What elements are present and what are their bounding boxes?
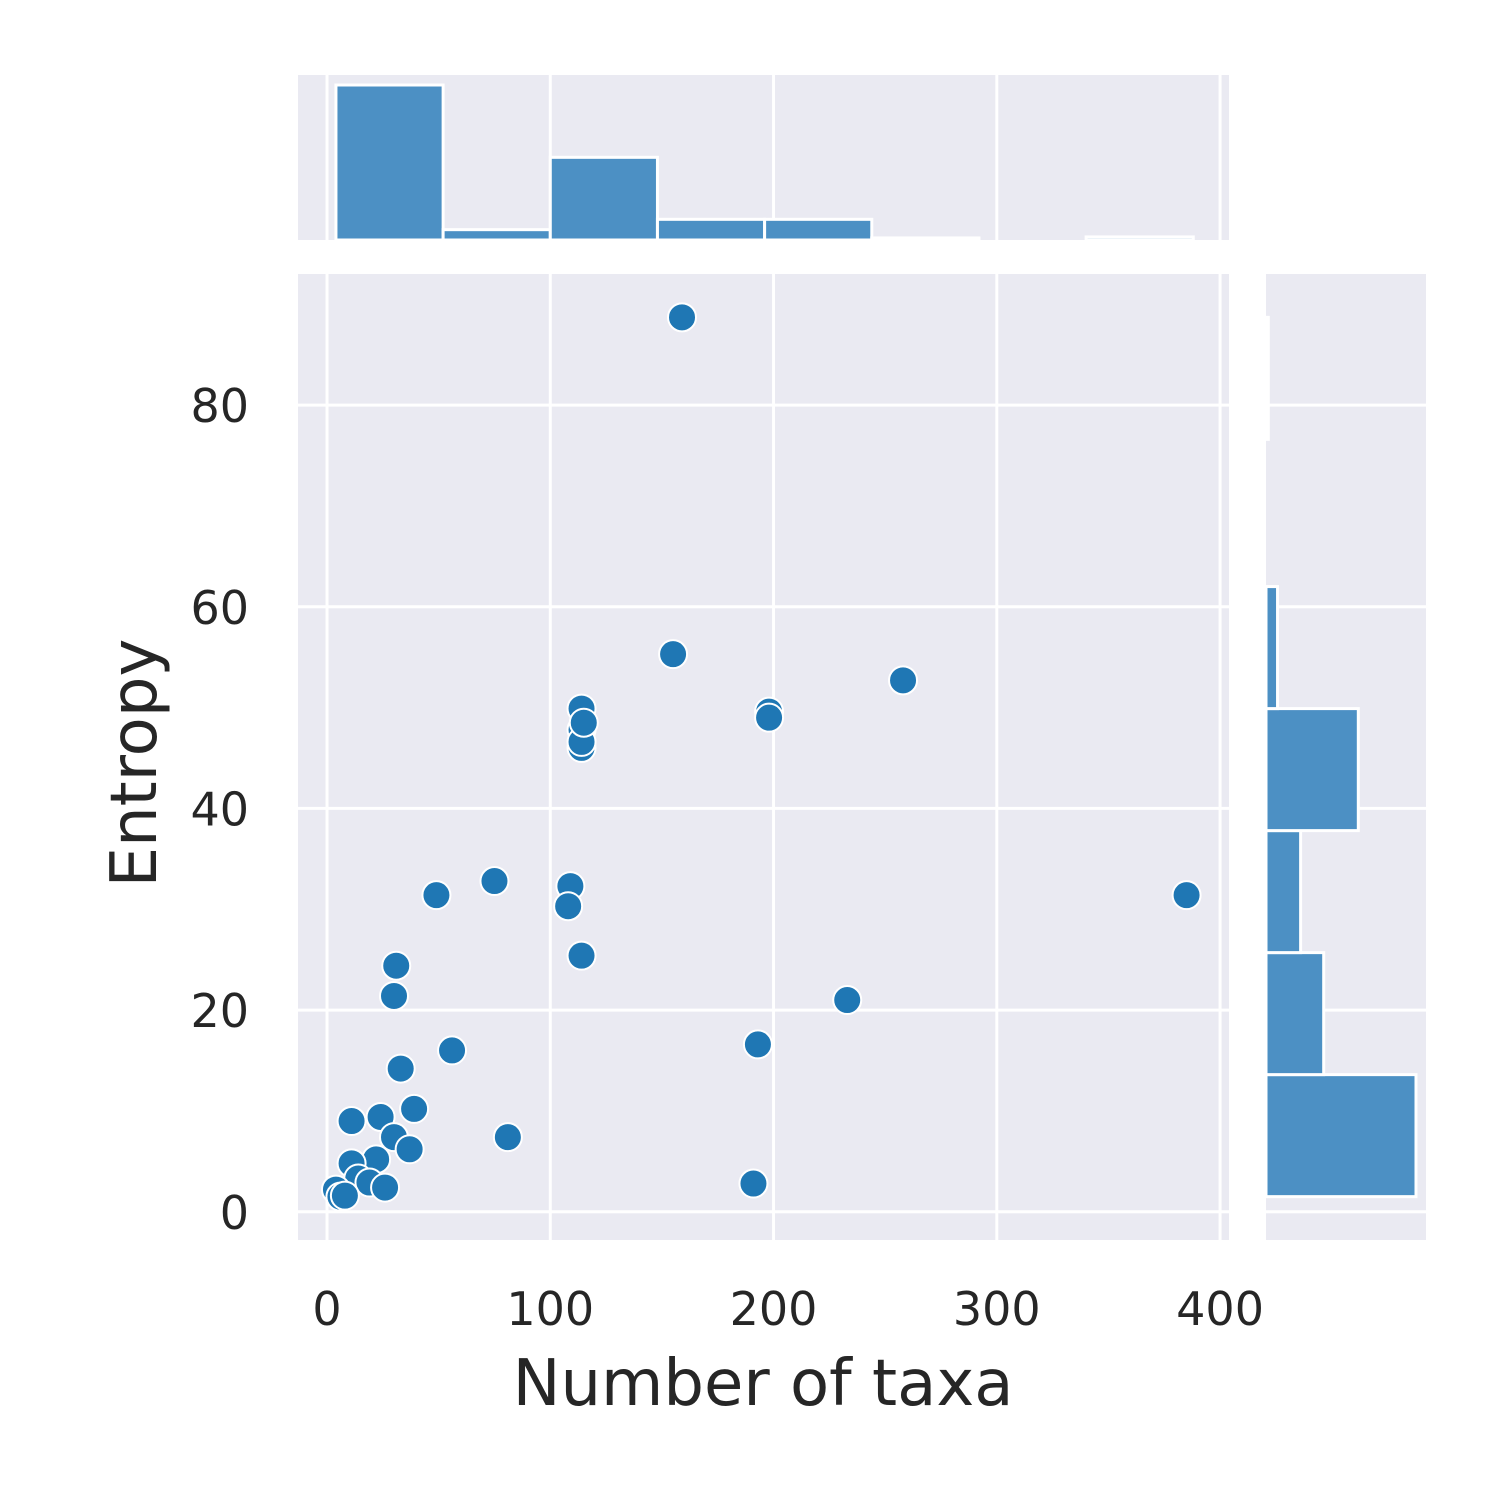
top-histogram-bar <box>870 236 981 242</box>
scatter-gridlines <box>298 274 1229 1240</box>
right-histogram-bar <box>1264 707 1360 833</box>
data-point <box>385 1053 416 1084</box>
right-histogram-bar <box>1264 1073 1418 1199</box>
y-tick-label: 60 <box>190 581 249 635</box>
top-histogram-bar <box>655 217 767 242</box>
data-point <box>566 940 597 971</box>
data-point <box>370 1172 401 1203</box>
top-histogram-panel <box>298 75 1229 240</box>
right-histogram-bar <box>1264 951 1326 1077</box>
data-point <box>832 985 863 1016</box>
data-point <box>421 880 452 911</box>
x-axis-label: Number of taxa <box>513 1347 1014 1421</box>
data-point <box>437 1035 468 1066</box>
right-histogram-bar <box>1264 315 1270 441</box>
data-point <box>492 1122 523 1153</box>
data-point <box>479 866 510 897</box>
top-histogram-bar <box>763 217 874 242</box>
x-tick-label: 400 <box>1176 1282 1264 1336</box>
data-point <box>888 665 919 696</box>
data-point <box>379 980 410 1011</box>
data-point <box>336 1106 367 1137</box>
data-point <box>329 1180 360 1211</box>
data-point <box>738 1168 769 1199</box>
data-point <box>742 1029 773 1060</box>
top-histogram-bar <box>1084 235 1195 242</box>
top-histogram-bar <box>334 83 445 242</box>
data-point <box>754 702 785 733</box>
data-point <box>658 639 689 670</box>
data-point <box>399 1093 430 1124</box>
x-tick-label: 0 <box>312 1282 341 1336</box>
y-tick-labels: 0 20 40 60 80 <box>190 379 249 1240</box>
data-point <box>553 891 584 922</box>
scatter-points <box>320 302 1202 1212</box>
x-tick-label: 300 <box>953 1282 1041 1336</box>
top-histogram-bars <box>334 83 1195 242</box>
x-tick-label: 200 <box>730 1282 818 1336</box>
right-histogram-bars <box>1264 315 1418 1199</box>
data-point <box>1171 880 1202 911</box>
x-tick-labels: 0 100 200 300 400 <box>312 1282 1264 1336</box>
y-tick-label: 80 <box>190 379 249 433</box>
right-histogram-bar <box>1264 585 1280 711</box>
y-tick-label: 40 <box>190 782 249 836</box>
y-tick-label: 20 <box>190 984 249 1038</box>
y-axis-label: Entropy <box>98 639 172 888</box>
y-tick-label: 0 <box>220 1186 249 1240</box>
data-point <box>568 707 599 738</box>
data-point <box>667 302 698 333</box>
data-point <box>381 950 412 981</box>
scatter-panel <box>298 274 1229 1240</box>
top-histogram-bar <box>441 228 552 242</box>
right-histogram-bar <box>1264 829 1303 955</box>
top-histogram-bar <box>548 155 659 242</box>
data-point <box>394 1134 425 1165</box>
x-tick-label: 100 <box>506 1282 594 1336</box>
